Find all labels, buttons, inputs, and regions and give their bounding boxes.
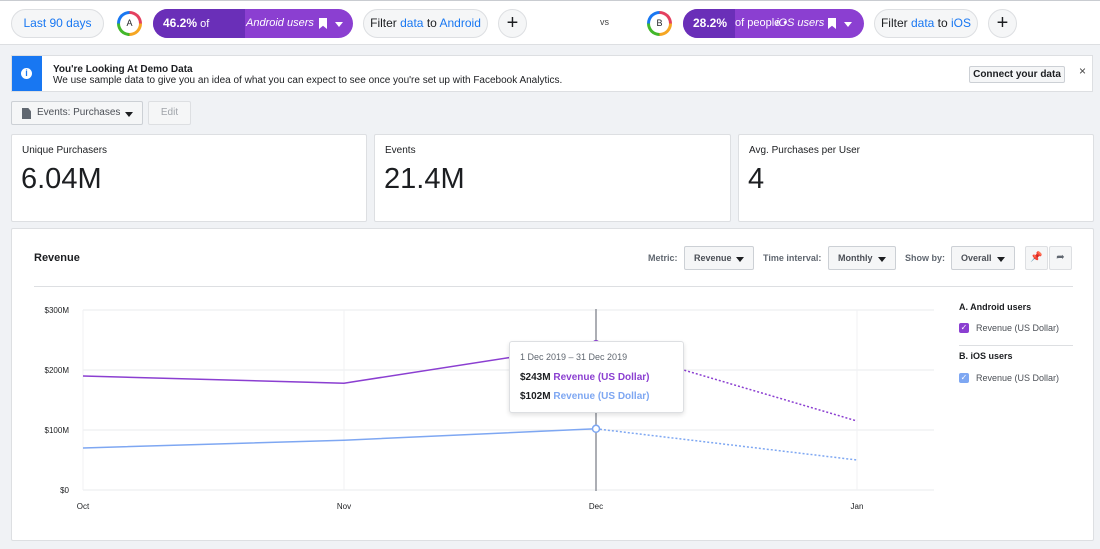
segment-a-of-people: of people • [200, 18, 210, 30]
banner-subtitle: We use sample data to give you an idea o… [53, 75, 563, 86]
filter-android-target: Android [439, 16, 481, 30]
chevron-down-icon [997, 257, 1005, 262]
edit-button[interactable]: Edit [148, 101, 191, 125]
events-dropdown-label: Events: Purchases [37, 107, 121, 118]
legend-group-ios: B. iOS users [959, 351, 1013, 361]
filter-ios-to: to [934, 16, 952, 30]
filter-android-button[interactable]: Filter data to Android [363, 9, 488, 38]
tooltip-row-ios: $102M Revenue (US Dollar) [520, 391, 650, 402]
metric-value: 6.04M [21, 163, 102, 195]
info-icon: i [21, 68, 32, 79]
segment-b-percent-block: 28.2% [683, 9, 735, 38]
add-filter-b-button[interactable]: + [988, 9, 1017, 38]
series-projection-ios [595, 428, 858, 461]
legend-item-android[interactable]: Revenue (US Dollar) [976, 323, 1060, 333]
close-icon[interactable]: × [1079, 64, 1087, 78]
metric-card-events: Events 21.4M [374, 134, 731, 222]
segment-b-of-people: of people • [735, 17, 788, 29]
share-icon[interactable]: ➦ [1049, 246, 1072, 270]
metric-label: Avg. Purchases per User [749, 145, 860, 156]
panel-title: Revenue [34, 252, 80, 264]
segment-a-percent: 46.2% [163, 16, 198, 30]
metric-label: Metric: [648, 253, 678, 263]
connect-data-button[interactable]: Connect your data [969, 66, 1065, 83]
date-range-button[interactable]: Last 90 days [11, 9, 104, 38]
filter-ios-target: iOS [951, 16, 972, 30]
chevron-down-icon [736, 257, 744, 262]
revenue-line-chart: $0 $100M $200M $300M Oct Nov Dec Jan [45, 306, 934, 511]
x-tick-label: Oct [77, 502, 90, 511]
demo-data-banner: i You're Looking At Demo Data We use sam… [11, 55, 1093, 92]
showby-label: Show by: [905, 253, 945, 263]
chevron-down-icon [878, 257, 886, 262]
chevron-down-icon[interactable] [335, 22, 343, 27]
tooltip-value-ios: $102M [520, 391, 551, 402]
segment-b-percent: 28.2% [693, 16, 728, 30]
metric-card-unique-purchasers: Unique Purchasers 6.04M [11, 134, 367, 222]
metric-value: 21.4M [384, 163, 465, 195]
segment-a-badge[interactable]: A [117, 11, 142, 36]
legend-checkbox-android[interactable]: ✓ [959, 323, 969, 333]
chevron-down-icon [125, 112, 133, 117]
filter-android-prefix: Filter [370, 16, 401, 30]
bookmark-icon[interactable] [828, 18, 836, 29]
events-dropdown[interactable]: Events: Purchases [11, 101, 143, 125]
legend-item-ios[interactable]: Revenue (US Dollar) [976, 373, 1060, 383]
x-tick-label: Dec [589, 502, 603, 511]
segment-b-badge[interactable]: B [647, 11, 672, 36]
metric-select-value: Revenue [694, 253, 732, 263]
segment-a-badge-letter: A [120, 14, 139, 33]
tooltip-value-android: $243M [520, 372, 551, 383]
data-point-highlight [591, 424, 601, 434]
filter-ios-data: data [910, 16, 935, 30]
filter-ios-button[interactable]: Filter data to iOS [874, 9, 978, 38]
showby-select-value: Overall [961, 253, 992, 263]
legend-checkbox-ios[interactable]: ✓ [959, 373, 969, 383]
tooltip-date: 1 Dec 2019 – 31 Dec 2019 [520, 352, 628, 362]
metric-card-avg-purchases: Avg. Purchases per User 4 [738, 134, 1094, 222]
interval-select[interactable]: Monthly [828, 246, 896, 270]
bookmark-icon[interactable] [319, 18, 327, 29]
segment-b-badge-letter: B [650, 14, 669, 33]
segment-a-selector[interactable]: 46.2% of people • Android users [153, 9, 353, 38]
metric-value: 4 [748, 163, 765, 195]
segment-a-percent-block: 46.2% of people • [153, 9, 245, 38]
y-tick-label: $100M [45, 426, 70, 435]
banner-title: You're Looking At Demo Data [53, 64, 193, 75]
document-icon [22, 108, 31, 119]
legend-divider [959, 345, 1073, 346]
x-tick-label: Nov [337, 502, 351, 511]
segment-a-name: Android users [246, 17, 314, 29]
chart-tooltip: 1 Dec 2019 – 31 Dec 2019 $243M Revenue (… [509, 341, 684, 413]
filter-android-to: to [423, 16, 440, 30]
metric-label: Events [385, 145, 416, 156]
tooltip-name-ios: Revenue (US Dollar) [553, 391, 650, 402]
revenue-panel: Revenue Metric: Revenue Time interval: M… [11, 228, 1094, 541]
vs-label: vs [600, 17, 609, 27]
metric-select[interactable]: Revenue [684, 246, 754, 270]
y-tick-label: $0 [60, 486, 69, 495]
legend-group-android: A. Android users [959, 302, 1032, 312]
panel-divider [34, 286, 1073, 287]
add-filter-a-button[interactable]: + [498, 9, 527, 38]
series-line-ios [82, 428, 597, 449]
x-tick-label: Jan [851, 502, 864, 511]
showby-select[interactable]: Overall [951, 246, 1015, 270]
tooltip-name-android: Revenue (US Dollar) [553, 372, 650, 383]
interval-select-value: Monthly [838, 253, 873, 263]
y-tick-label: $300M [45, 306, 70, 315]
chevron-down-icon[interactable] [844, 22, 852, 27]
banner-accent: i [12, 56, 42, 91]
pin-icon[interactable]: 📌 [1025, 246, 1048, 270]
filter-ios-prefix: Filter [880, 16, 911, 30]
y-tick-label: $200M [45, 366, 70, 375]
segment-b-name: iOS users [776, 17, 825, 29]
metric-label: Unique Purchasers [22, 145, 108, 156]
interval-label: Time interval: [763, 253, 822, 263]
segment-b-selector[interactable]: 28.2% of people • iOS users [683, 9, 864, 38]
tooltip-row-android: $243M Revenue (US Dollar) [520, 372, 650, 383]
top-bar: Last 90 days A 46.2% of people • Android… [0, 0, 1100, 45]
filter-android-data: data [400, 16, 424, 30]
